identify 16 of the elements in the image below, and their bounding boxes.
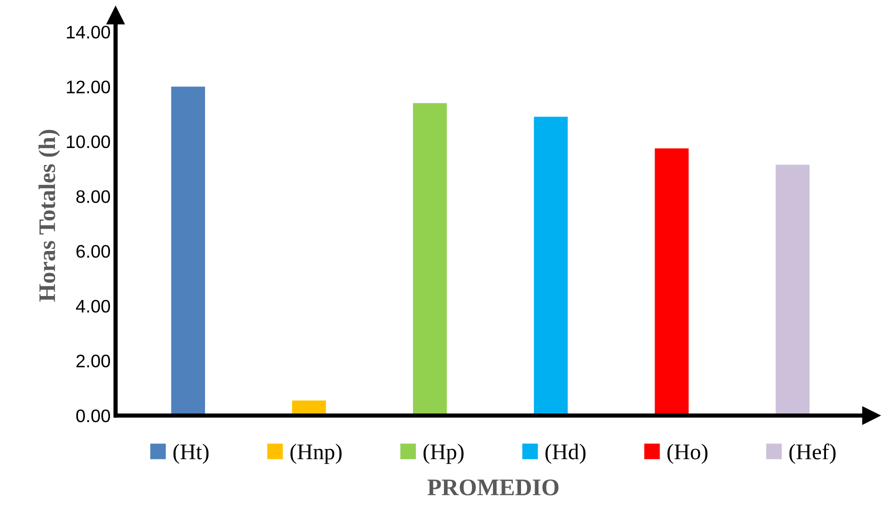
y-tick-label: 12.00	[66, 80, 110, 94]
legend-label: (Ht)	[173, 444, 209, 464]
y-tick-label: 6.00	[76, 245, 110, 258]
y-tick-label: 10.00	[66, 135, 110, 148]
y-tick-label: 0.00	[76, 409, 110, 422]
y-tick-label: 14.00	[66, 26, 110, 39]
legend-label: (Hef)	[789, 444, 836, 464]
y-tick-label: 8.00	[76, 190, 110, 203]
x-axis-title: PROMEDIO	[428, 480, 558, 496]
legend-label: (Hp)	[424, 444, 464, 464]
y-tick-label: 2.00	[76, 354, 110, 368]
y-axis-title: Horas Totales (h)	[38, 130, 60, 302]
legend-label: (Hnp)	[290, 444, 342, 464]
y-tick-label: 4.00	[76, 300, 110, 313]
legend-label: (Hd)	[545, 444, 586, 464]
legend-label: (Ho)	[667, 444, 708, 464]
